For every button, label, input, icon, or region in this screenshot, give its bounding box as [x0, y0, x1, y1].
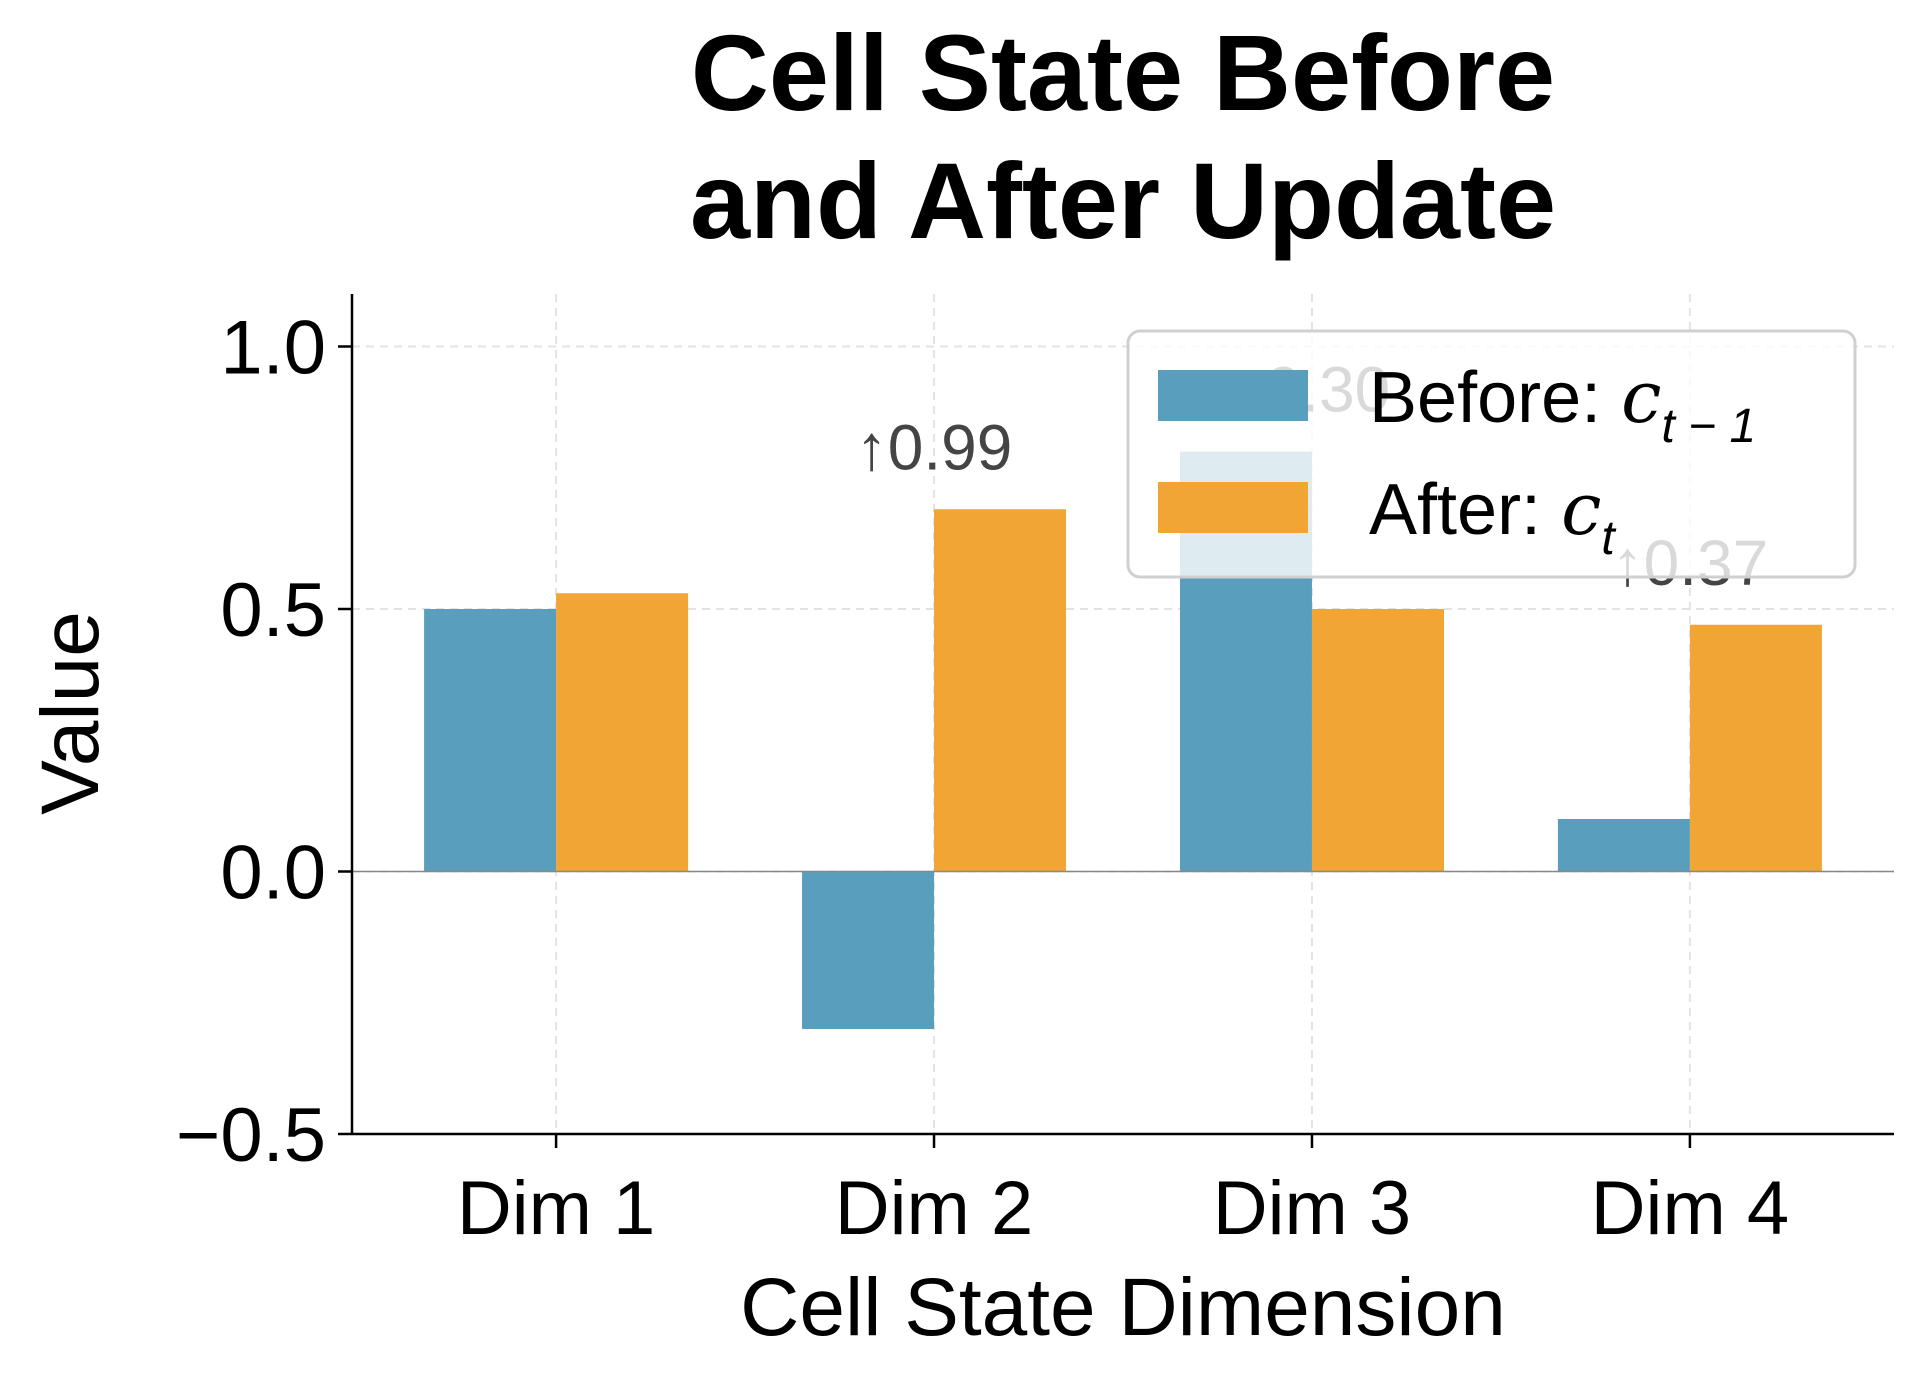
legend-label: After: ct [1369, 467, 1616, 565]
x-tick-label: Dim 1 [457, 1166, 655, 1251]
chart-title-line-1: Cell State Before [691, 12, 1555, 133]
y-tick-label: −0.5 [176, 1093, 326, 1178]
chart-title-line-2: and After Update [690, 140, 1556, 261]
y-axis-label: Value [25, 611, 116, 815]
legend: Before: ct − 1 After: ct [1126, 329, 1857, 579]
y-tick-label: 0.5 [220, 568, 326, 653]
bar-after-1 [556, 593, 689, 872]
x-axis-label: Cell State Dimension [740, 1262, 1506, 1353]
axes: −0.5 0.0 0.5 1.0 Dim 1 Dim 2 Dim 3 Dim 4 [176, 294, 1894, 1251]
legend-box [1126, 329, 1857, 579]
x-tick-label: Dim 2 [835, 1166, 1033, 1251]
x-tick-label: Dim 3 [1213, 1166, 1411, 1251]
legend-swatch [1158, 370, 1308, 421]
bar-after-2 [934, 509, 1067, 872]
bar-before-2 [802, 871, 935, 1029]
bar-after-4 [1689, 624, 1822, 872]
bar-before-1 [424, 609, 557, 872]
bar-after-3 [1311, 609, 1444, 872]
change-annotation: ↑0.99 [856, 411, 1013, 483]
legend-label: Before: ct − 1 [1369, 355, 1756, 453]
x-tick-label: Dim 4 [1591, 1166, 1789, 1251]
y-tick-label: 1.0 [220, 306, 326, 391]
y-tick-label: 0.0 [220, 831, 326, 916]
bar-before-4 [1557, 819, 1690, 872]
legend-swatch [1158, 482, 1308, 533]
